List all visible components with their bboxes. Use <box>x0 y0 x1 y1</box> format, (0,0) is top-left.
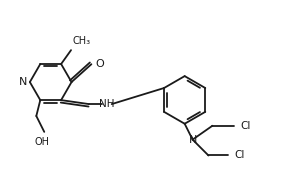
Text: Cl: Cl <box>240 121 251 131</box>
Text: NH: NH <box>99 99 115 109</box>
Text: OH: OH <box>35 137 50 147</box>
Text: Cl: Cl <box>234 150 245 161</box>
Text: O: O <box>95 59 104 69</box>
Text: CH₃: CH₃ <box>72 36 90 46</box>
Text: N: N <box>18 77 27 87</box>
Text: N: N <box>188 135 197 145</box>
